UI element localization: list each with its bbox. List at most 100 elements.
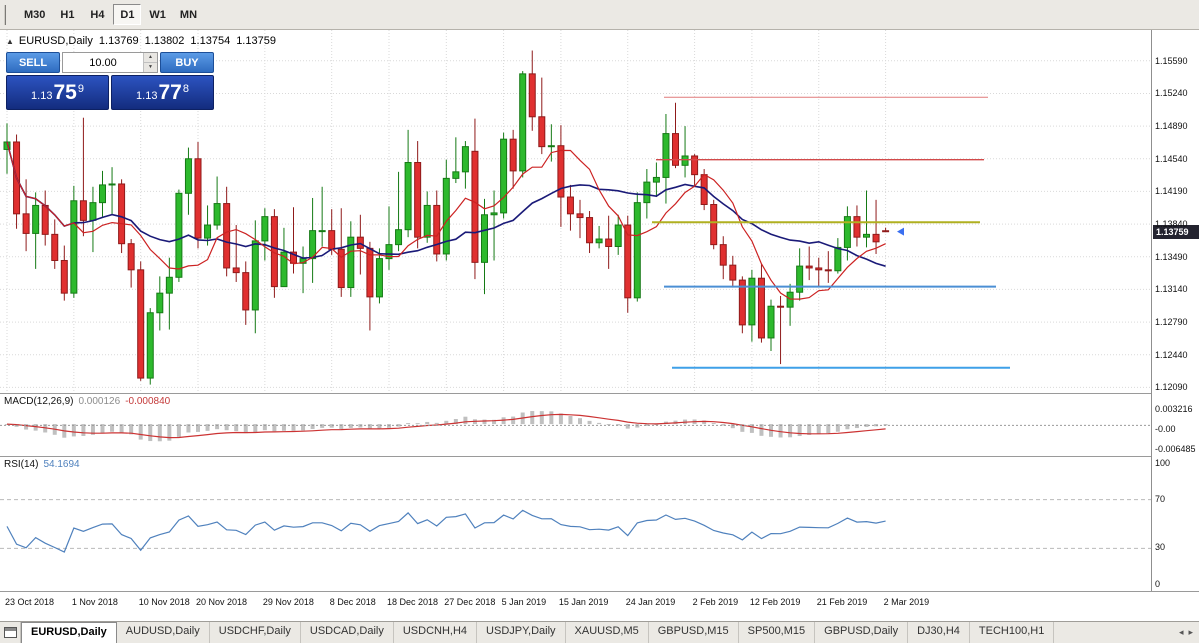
chart-window: ▲ EURUSD,Daily 1.13769 1.13802 1.13754 1.1375… <box>0 30 1199 621</box>
price-axis-label: 1.14190 <box>1155 186 1188 197</box>
buy-price-point: 8 <box>182 83 189 95</box>
rsi-axis-label: 30 <box>1155 542 1166 553</box>
price-panel: ▲ EURUSD,Daily 1.13769 1.13802 1.13754 1.1375… <box>0 30 1151 393</box>
buy-price-prefix: 1.13 <box>136 90 158 102</box>
tab-scroll-controls: ◂ ▸ <box>1173 622 1199 643</box>
price-axis-label: 1.14890 <box>1155 121 1188 132</box>
ma-fast-line <box>6 141 886 300</box>
sell-price-button[interactable]: 1.13 75 9 <box>6 75 109 110</box>
timeframe-button-m30[interactable]: M30 <box>18 4 51 25</box>
bar-high-value: 1.13802 <box>144 35 185 47</box>
timeframe-button-mn[interactable]: MN <box>174 4 203 25</box>
price-axis-label: 1.14540 <box>1155 153 1188 164</box>
volume-decrease-icon[interactable]: ▼ <box>144 62 157 72</box>
time-axis[interactable]: 23 Oct 2018 1 Nov 2018 10 Nov 2018 20 Nov 2… <box>0 591 1199 621</box>
macd-axis-label: -0.006485 <box>1155 444 1196 454</box>
chart-tab-eurusd-daily[interactable]: EURUSD,Daily <box>21 622 117 643</box>
timeframe-buttons: M30 H1 H4 D1 W1 MN <box>17 4 204 25</box>
date-axis-label: 8 Dec 2018 <box>329 597 376 607</box>
date-axis-label: 18 Dec 2018 <box>387 597 439 607</box>
volume-control: ▲ ▼ <box>62 52 158 73</box>
one-click-trading-panel: SELL ▲ ▼ BUY 1.13759 1.137 <box>6 52 214 110</box>
chart-tab-usdjpy-daily[interactable]: USDJPY,Daily <box>477 622 566 643</box>
price-axis-label: 1.13140 <box>1155 284 1188 295</box>
period-toolbar: M30 H1 H4 D1 W1 MN <box>0 0 1199 30</box>
sell-button[interactable]: SELL <box>6 52 60 73</box>
buy-price-button[interactable]: 1.13 77 8 <box>111 75 214 110</box>
rsi-axis-label: 0 <box>1155 579 1161 589</box>
bar-close-value: 1.13759 <box>236 35 276 47</box>
date-axis-label: 5 Jan 2019 <box>501 597 547 607</box>
macd-panel: MACD(12,26,9) 0.000126 -0.000840 <box>0 393 1151 456</box>
date-axis-label: 15 Jan 2019 <box>558 597 609 607</box>
macd-axis[interactable]: 0.003216 -0.00 -0.006485 <box>1151 393 1199 456</box>
date-axis-label: 2 Mar 2019 <box>883 597 930 607</box>
macd-canvas[interactable] <box>0 394 1151 456</box>
macd-label: MACD(12,26,9) <box>4 396 74 407</box>
chart-tab-gbpusd-m15[interactable]: GBPUSD,M15 <box>649 622 739 643</box>
timeframe-button-d1[interactable]: D1 <box>113 4 142 25</box>
price-axis[interactable]: 1.13759 1.15590 1.15240 1.14890 1.14540 1.14… <box>1151 30 1199 393</box>
price-axis-label: 1.12090 <box>1155 382 1188 393</box>
price-axis-label: 1.15240 <box>1155 88 1188 99</box>
date-axis-label: 24 Jan 2019 <box>625 597 676 607</box>
date-axis-label: 1 Nov 2018 <box>71 597 118 607</box>
tabs-scroll-left-icon[interactable]: ◂ <box>1178 627 1184 637</box>
chart-tab-bar: EURUSD,Daily AUDUSD,Daily USDCHF,Daily USDC… <box>0 621 1199 643</box>
chart-tabs: EURUSD,Daily AUDUSD,Daily USDCHF,Daily USDC… <box>21 622 1055 643</box>
date-axis-label: 23 Oct 2018 <box>5 597 55 607</box>
chart-tab-tech100-h1[interactable]: TECH100,H1 <box>970 622 1055 643</box>
tabs-scroll-right-icon[interactable]: ▸ <box>1188 627 1193 637</box>
ma-slow-line <box>6 141 886 267</box>
rsi-axis-label: 70 <box>1155 493 1166 504</box>
date-axis-label: 10 Nov 2018 <box>138 597 190 607</box>
date-axis-label: 2 Feb 2019 <box>692 597 739 607</box>
macd-axis-label: 0.003216 <box>1155 404 1193 414</box>
sell-price-prefix: 1.13 <box>31 90 53 102</box>
date-axis-label: 27 Dec 2018 <box>444 597 496 607</box>
macd-axis-label: -0.00 <box>1155 424 1176 434</box>
macd-signal-line <box>6 413 886 439</box>
toolbar-grip[interactable] <box>4 4 11 25</box>
timeframe-button-h4[interactable]: H4 <box>83 4 111 25</box>
price-chart-canvas[interactable] <box>0 30 1151 393</box>
macd-title: MACD(12,26,9) 0.000126 -0.000840 <box>4 396 170 407</box>
window-list-icon[interactable] <box>0 622 21 643</box>
date-axis-label: 29 Nov 2018 <box>262 597 314 607</box>
chart-tab-xauusd-m5[interactable]: XAUUSD,M5 <box>566 622 649 643</box>
chart-tab-usdcnh-h4[interactable]: USDCNH,H4 <box>394 622 478 643</box>
date-axis-label: 20 Nov 2018 <box>196 597 248 607</box>
volume-input[interactable] <box>63 53 143 72</box>
panel-splitter[interactable] <box>0 454 1151 458</box>
sell-price-point: 9 <box>77 83 84 95</box>
chart-tab-usdchf-daily[interactable]: USDCHF,Daily <box>210 622 301 643</box>
sell-price-pips: 75 <box>53 81 77 104</box>
chart-tab-dj30-h4[interactable]: DJ30,H4 <box>908 622 970 643</box>
rsi-axis[interactable]: 100 70 30 0 <box>1151 456 1199 591</box>
current-price-badge: 1.13759 <box>1153 224 1199 239</box>
rsi-title: RSI(14) 54.1694 <box>4 459 80 470</box>
price-axis-label: 1.15590 <box>1155 55 1188 66</box>
volume-increase-icon[interactable]: ▲ <box>144 53 157 62</box>
rsi-line <box>6 509 886 553</box>
timeframe-button-w1[interactable]: W1 <box>143 4 172 25</box>
price-axis-label: 1.13840 <box>1155 219 1188 230</box>
buy-button[interactable]: BUY <box>160 52 214 73</box>
rsi-panel: RSI(14) 54.1694 <box>0 456 1151 591</box>
volume-spinner: ▲ ▼ <box>143 53 157 72</box>
timeframe-button-h1[interactable]: H1 <box>53 4 81 25</box>
rsi-axis-label: 100 <box>1155 458 1171 468</box>
date-axis-label: 12 Feb 2019 <box>749 597 801 607</box>
bar-low-value: 1.13754 <box>190 35 231 47</box>
rsi-canvas[interactable] <box>0 457 1151 591</box>
panel-splitter[interactable] <box>0 391 1151 395</box>
chart-tab-gbpusd-daily[interactable]: GBPUSD,Daily <box>815 622 909 643</box>
current-price-arrow-icon <box>897 227 904 236</box>
chart-tab-audusd-daily[interactable]: AUDUSD,Daily <box>117 622 210 643</box>
chart-tab-usdcad-daily[interactable]: USDCAD,Daily <box>301 622 394 643</box>
macd-signal-value: -0.000840 <box>125 396 171 407</box>
price-axis-label: 1.12790 <box>1155 317 1188 328</box>
chart-tab-sp500-m15[interactable]: SP500,M15 <box>739 622 816 643</box>
one-click-collapse-icon[interactable]: ▲ <box>6 37 14 46</box>
